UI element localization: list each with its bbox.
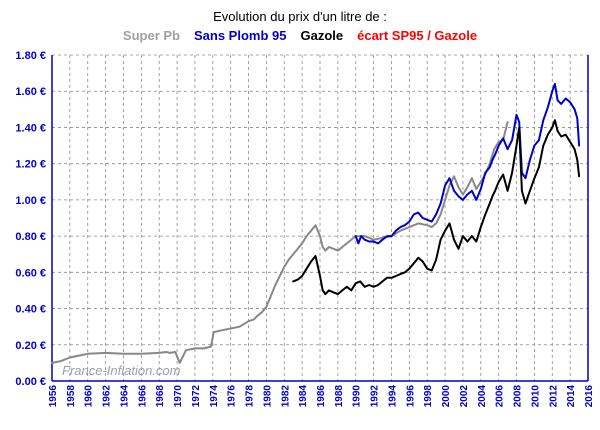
x-tick-label: 1990 [352, 385, 363, 408]
data-series [51, 83, 581, 364]
x-tick-label: 1976 [227, 385, 238, 408]
axes [51, 55, 589, 382]
y-tick-label: 1.40 € [15, 122, 46, 134]
x-tick-label: 1988 [334, 385, 345, 408]
x-tick-label: 2002 [459, 385, 470, 408]
x-tick-label: 1972 [191, 385, 202, 408]
x-tick-label: 1958 [66, 385, 77, 408]
x-tick-label: 1964 [119, 385, 130, 408]
y-tick-label: 0.00 € [15, 376, 46, 388]
chart-title: Evolution du prix d'un litre de : [213, 9, 387, 24]
legend-item-0: Super Pb [123, 28, 180, 43]
x-tick-label: 1974 [209, 385, 220, 408]
x-tick-label: 1998 [423, 385, 434, 408]
x-tick-label: 1978 [245, 385, 256, 408]
series-line-super-pb [51, 121, 509, 364]
x-tick-label: 1996 [405, 385, 416, 408]
x-tick-label: 1960 [84, 385, 95, 408]
x-tick-label: 1992 [370, 385, 381, 408]
x-tick-label: 2014 [566, 385, 577, 408]
x-tick-label: 2012 [548, 385, 559, 408]
y-tick-label: 1.00 € [15, 195, 46, 207]
y-tick-label: 0.20 € [15, 340, 46, 352]
y-tick-label: 0.40 € [15, 304, 46, 316]
legend-item-2: Gazole [300, 28, 343, 43]
x-tick-label: 2016 [584, 385, 595, 408]
grid-lines [52, 54, 588, 381]
y-axis-ticks: 0.00 € 0.20 € 0.40 € 0.60 € 0.80 € 1.00 € 1.20… [15, 50, 46, 388]
x-tick-label: 1984 [298, 385, 309, 408]
x-tick-label: 1966 [137, 385, 148, 408]
x-tick-label: 1980 [262, 385, 273, 408]
x-tick-label: 1994 [387, 385, 398, 408]
watermark: France-Inflation.com [62, 363, 181, 378]
x-tick-label: 2010 [530, 385, 541, 408]
y-tick-label: 0.60 € [15, 267, 46, 279]
x-axis-ticks: 1956 1958 1960 1962 1964 1966 1968 1970 1972 1974… [48, 385, 595, 408]
x-tick-label: 1982 [280, 385, 291, 408]
legend-item-1: Sans Plomb 95 [194, 28, 286, 43]
series-line-sans-plomb-95 [354, 83, 581, 245]
x-tick-label: 1968 [155, 385, 166, 408]
y-tick-label: 1.80 € [15, 50, 46, 62]
y-tick-label: 1.60 € [15, 86, 46, 98]
y-tick-label: 1.20 € [15, 159, 46, 171]
x-tick-label: 1956 [48, 385, 59, 408]
x-tick-label: 1986 [316, 385, 327, 408]
series-line-gazole [292, 119, 581, 296]
x-tick-label: 2006 [495, 385, 506, 408]
x-tick-label: 1962 [102, 385, 113, 408]
y-tick-label: 0.80 € [15, 231, 46, 243]
x-tick-label: 2000 [441, 385, 452, 408]
x-tick-label: 2004 [477, 385, 488, 408]
x-tick-label: 1970 [173, 385, 184, 408]
legend-item-3: écart SP95 / Gazole [357, 28, 477, 43]
chart-legend: Super Pb Sans Plomb 95 Gazole écart SP95 / … [123, 28, 477, 43]
x-tick-label: 2008 [513, 385, 524, 408]
